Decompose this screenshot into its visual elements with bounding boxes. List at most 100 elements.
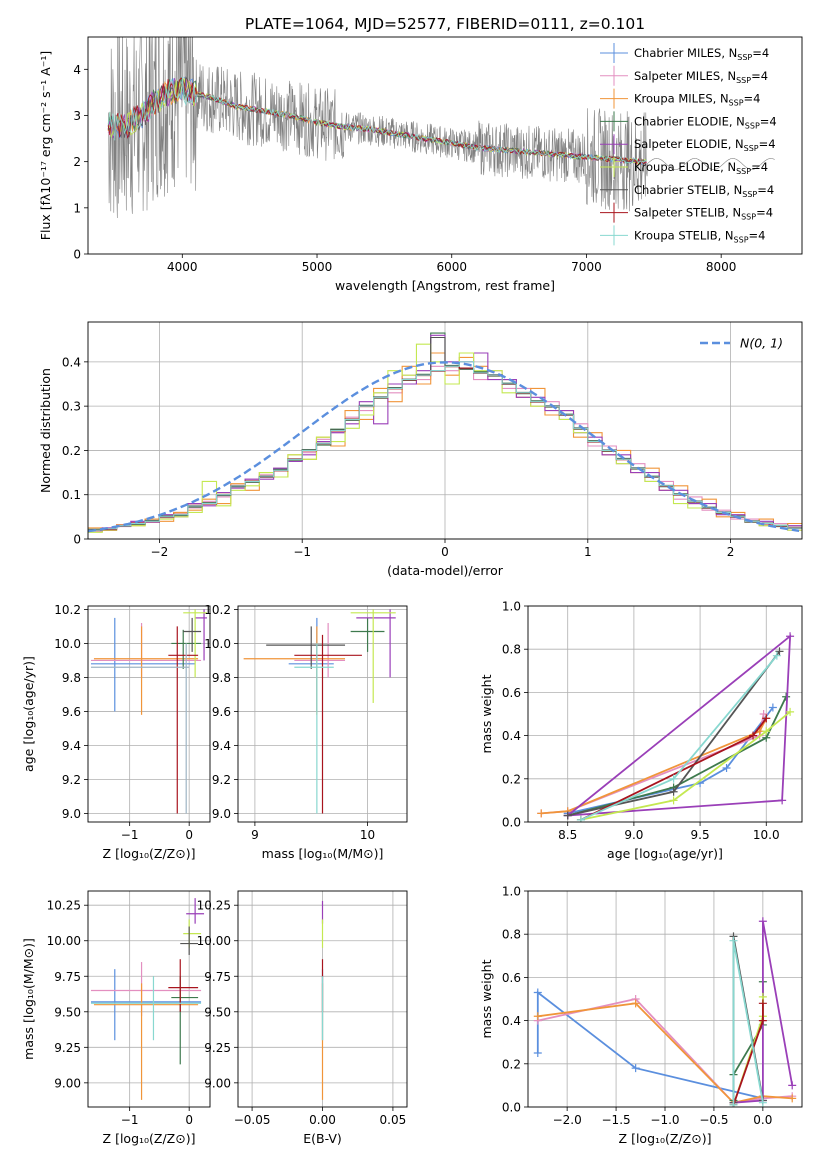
weight-line bbox=[567, 634, 792, 817]
y-tick-label: 9.50 bbox=[204, 1005, 231, 1019]
panel-weight-vs-age: 8.5 9.0 9.5 10.0 0.0 0.2 0.4 0.6 0.8 1.0 age [log₁… bbox=[479, 600, 803, 861]
weight-marker bbox=[778, 796, 787, 805]
x-tick-label: 8000 bbox=[706, 260, 737, 274]
errorbar-point bbox=[195, 609, 208, 661]
weight-marker bbox=[631, 1064, 640, 1073]
y-tick-label: 9.0 bbox=[62, 807, 81, 821]
errorbar-point bbox=[183, 609, 208, 678]
errorbar-point bbox=[266, 626, 346, 669]
legend-label: Salpeter ELODIE, NSSP=4 bbox=[634, 137, 776, 153]
gaussian-curve bbox=[88, 361, 800, 533]
legend-label: Salpeter MILES, NSSP=4 bbox=[634, 69, 768, 85]
y-tick-label: 9.6 bbox=[62, 705, 81, 719]
y-tick-label: 9.75 bbox=[204, 970, 231, 984]
weight-marker bbox=[768, 703, 777, 712]
legend-label: Kroupa ELODIE, NSSP=4 bbox=[634, 160, 768, 176]
x-tick-label: 0 bbox=[185, 1113, 193, 1127]
x-axis-label: wavelength [Angstrom, rest frame] bbox=[335, 278, 555, 293]
y-tick-label: 10.2 bbox=[54, 603, 81, 617]
plot-area-spectrum bbox=[107, 37, 775, 219]
y-tick-label: 9.8 bbox=[62, 671, 81, 685]
weight-marker bbox=[772, 651, 781, 660]
model-spectrum-line bbox=[107, 76, 647, 164]
weight-marker bbox=[758, 999, 767, 1008]
x-tick-label: −1 bbox=[121, 828, 139, 842]
weight-line bbox=[541, 717, 768, 815]
plot-area-age-vs-mass bbox=[243, 609, 396, 814]
errorbar-point bbox=[243, 626, 346, 715]
y-tick-label: 0.8 bbox=[502, 928, 521, 942]
errorbar-point bbox=[93, 626, 199, 715]
x-tick-label: −2.0 bbox=[553, 1113, 582, 1127]
y-tick-label: 9.25 bbox=[204, 1041, 231, 1055]
axes-frame bbox=[87, 36, 803, 255]
legend-label: Chabrier ELODIE, NSSP=4 bbox=[634, 114, 777, 130]
y-tick-label: 0.2 bbox=[502, 772, 521, 786]
y-tick-label: 3 bbox=[73, 109, 81, 123]
weight-line bbox=[536, 990, 764, 1100]
x-axis-label: Z [log₁₀(Z/Z⊙)] bbox=[619, 1131, 712, 1146]
x-tick-label: 9 bbox=[251, 828, 259, 842]
x-tick-label: 8.5 bbox=[558, 828, 577, 842]
plot-area-weight-vs-Z bbox=[533, 917, 797, 1107]
weight-marker bbox=[669, 796, 678, 805]
errorbar-point bbox=[186, 898, 205, 924]
weight-marker bbox=[762, 727, 771, 736]
weight-marker bbox=[775, 647, 784, 656]
y-tick-label: 0.2 bbox=[502, 1057, 521, 1071]
x-tick-label: 4000 bbox=[167, 260, 198, 274]
y-tick-label: 9.6 bbox=[212, 705, 231, 719]
weight-marker bbox=[669, 774, 678, 783]
y-tick-label: 9.50 bbox=[54, 1005, 81, 1019]
y-tick-label: 0 bbox=[73, 533, 81, 547]
y-tick-label: 0.4 bbox=[502, 1014, 521, 1028]
legend-label: Chabrier STELIB, NSSP=4 bbox=[634, 183, 774, 199]
y-axis-label: mass weight bbox=[479, 959, 494, 1038]
x-tick-label: 7000 bbox=[571, 260, 602, 274]
y-tick-label: 0.4 bbox=[502, 729, 521, 743]
y-tick-label: 0.2 bbox=[62, 444, 81, 458]
errorbar-point bbox=[90, 962, 202, 1017]
panel-spectrum: 4000 5000 6000 7000 8000 0 1 2 3 4 wavelength [Ang… bbox=[38, 36, 803, 293]
y-tick-label: 0 bbox=[73, 248, 81, 262]
panel-weight-vs-Z: −2.0 −1.5 −1.0 −0.5 0.0 0.0 0.2 0.4 0.6 0.8 1.0 Z [… bbox=[479, 885, 803, 1146]
x-tick-label: 2 bbox=[727, 545, 735, 559]
panel-residuals: −2 −1 0 1 2 0 0.1 0.2 0.3 0.4 (data-model)/error No… bbox=[38, 321, 803, 578]
legend-label: Kroupa MILES, NSSP=4 bbox=[634, 92, 760, 108]
y-tick-label: 0.0 bbox=[502, 816, 521, 830]
x-tick-label: −2 bbox=[151, 545, 169, 559]
weight-marker bbox=[563, 811, 572, 820]
x-tick-label: 0 bbox=[441, 545, 449, 559]
y-tick-label: 0.8 bbox=[502, 643, 521, 657]
figure-title: PLATE=1064, MJD=52577, FIBERID=0111, z=0… bbox=[245, 15, 645, 33]
weight-marker bbox=[749, 731, 758, 740]
y-tick-label: 10.00 bbox=[197, 934, 231, 948]
errorbar-point bbox=[90, 617, 196, 712]
y-tick-label: 0.6 bbox=[502, 686, 521, 700]
errorbar-point bbox=[356, 609, 396, 678]
errorbar-point bbox=[350, 609, 396, 703]
y-axis-label: Normed distribution bbox=[38, 368, 53, 493]
y-tick-label: 10.0 bbox=[204, 637, 231, 651]
weight-marker bbox=[631, 999, 640, 1008]
errorbar-point bbox=[294, 634, 362, 814]
y-tick-label: 1.0 bbox=[502, 885, 521, 899]
weight-line bbox=[732, 940, 764, 1105]
y-tick-label: 0.6 bbox=[502, 971, 521, 985]
y-tick-label: 0.3 bbox=[62, 400, 81, 414]
legend-label: Chabrier MILES, NSSP=4 bbox=[634, 46, 769, 62]
y-axis-label: mass weight bbox=[479, 674, 494, 753]
legend-label: Salpeter STELIB, NSSP=4 bbox=[634, 206, 773, 222]
y-tick-label: 9.2 bbox=[62, 773, 81, 787]
errorbar-point bbox=[180, 926, 199, 955]
y-tick-label: 9.75 bbox=[54, 970, 81, 984]
y-tick-label: 9.4 bbox=[62, 739, 81, 753]
weight-marker bbox=[669, 787, 678, 796]
x-axis-label: Z [log₁₀(Z/Z⊙)] bbox=[103, 1131, 196, 1146]
weight-marker bbox=[722, 764, 731, 772]
weight-marker bbox=[759, 710, 768, 718]
errorbar-point bbox=[183, 617, 202, 652]
x-tick-label: −1.0 bbox=[650, 1113, 679, 1127]
x-tick-label: 6000 bbox=[436, 260, 467, 274]
weight-marker bbox=[533, 1012, 542, 1021]
